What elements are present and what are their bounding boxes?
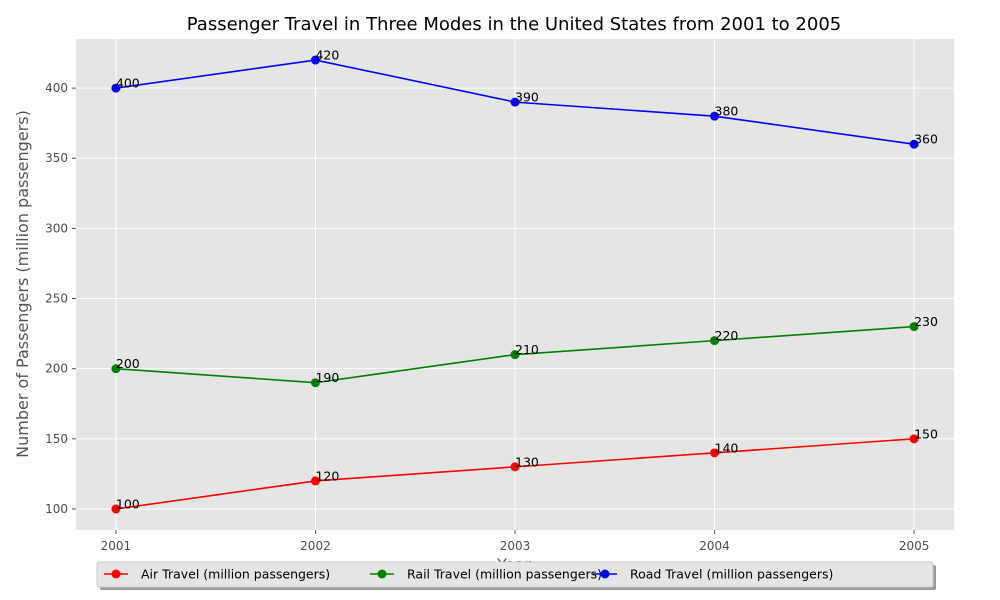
- data-point: [510, 350, 520, 360]
- series-1: 200 190 210 220 230: [111, 314, 938, 388]
- data-label: 120: [315, 468, 339, 483]
- x-tick-label: 2005: [899, 539, 930, 553]
- data-label: 420: [315, 48, 339, 63]
- y-tick-label: 400: [45, 81, 68, 95]
- data-label: 140: [715, 440, 739, 455]
- legend-label: Rail Travel (million passengers): [407, 567, 602, 582]
- y-tick-label: 350: [45, 151, 68, 165]
- data-label: 400: [116, 76, 140, 91]
- data-point: [310, 378, 320, 388]
- legend-marker: [600, 569, 610, 579]
- y-axis-label: Number of Passengers (million passengers…: [13, 110, 32, 458]
- x-tick-label: 2003: [500, 539, 531, 553]
- legend-item-0: Air Travel (million passengers): [104, 567, 330, 582]
- series-0: 100 120 130 140 150: [111, 426, 938, 514]
- data-label: 390: [515, 90, 539, 105]
- legend: Air Travel (million passengers) Rail Trav…: [96, 561, 936, 590]
- data-label: 130: [515, 454, 539, 469]
- data-label: 210: [515, 342, 539, 357]
- data-label: 190: [315, 370, 339, 385]
- legend-marker: [377, 569, 387, 579]
- data-point: [710, 336, 720, 346]
- legend-box: [96, 561, 934, 588]
- x-tick-label: 2001: [101, 539, 132, 553]
- series-2: 400 420 390 380 360: [111, 48, 938, 149]
- legend-item-2: Road Travel (million passengers): [593, 567, 833, 582]
- data-point: [111, 504, 121, 514]
- data-point: [111, 364, 121, 374]
- data-point: [909, 434, 919, 444]
- data-point: [909, 322, 919, 332]
- y-tick-label: 200: [45, 362, 68, 376]
- x-tick-label: 2004: [699, 539, 730, 553]
- data-label: 150: [914, 426, 938, 441]
- data-point: [710, 448, 720, 458]
- data-point: [310, 476, 320, 486]
- y-tick-label: 150: [45, 432, 68, 446]
- data-point: [909, 139, 919, 149]
- data-label: 220: [715, 328, 739, 343]
- legend-label: Air Travel (million passengers): [141, 567, 330, 582]
- data-point: [510, 97, 520, 107]
- legend-item-1: Rail Travel (million passengers): [370, 567, 602, 582]
- legend-marker: [111, 569, 121, 579]
- data-point: [710, 111, 720, 121]
- y-tick-label: 100: [45, 502, 68, 516]
- data-point: [510, 462, 520, 472]
- y-tick-label: 300: [45, 221, 68, 235]
- data-point: [310, 55, 320, 65]
- data-label: 200: [116, 356, 140, 371]
- y-tick-label: 250: [45, 292, 68, 306]
- chart-title: Passenger Travel in Three Modes in the U…: [187, 14, 841, 35]
- legend-label: Road Travel (million passengers): [630, 567, 833, 582]
- data-label: 380: [715, 104, 739, 119]
- data-label: 360: [914, 132, 938, 147]
- data-label: 230: [914, 314, 938, 329]
- data-label: 100: [116, 496, 140, 511]
- data-point: [111, 83, 121, 93]
- x-tick-label: 2002: [300, 539, 331, 553]
